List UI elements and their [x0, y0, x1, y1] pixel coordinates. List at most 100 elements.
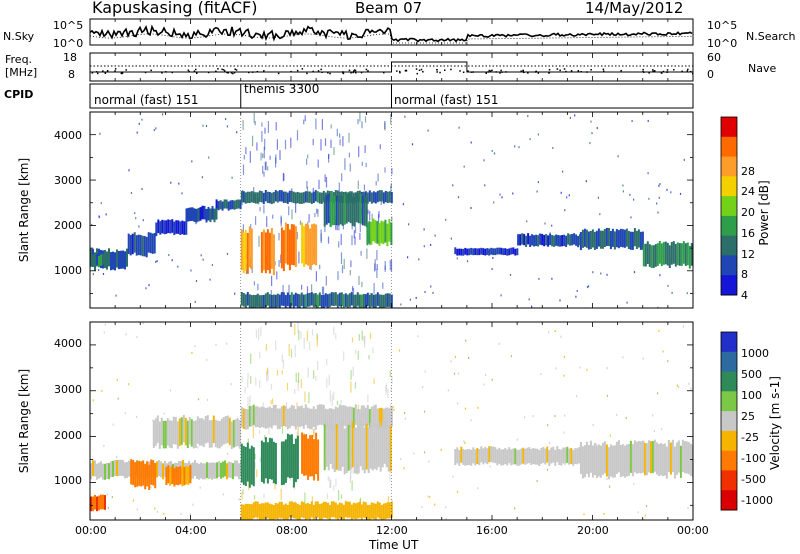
freq-dot [686, 70, 689, 72]
velocity-band-0 [202, 463, 204, 480]
power-band-10 [266, 191, 269, 203]
power-band-5 [98, 256, 100, 268]
velocity-band-4 [198, 418, 201, 446]
power-speckle [338, 182, 340, 194]
power-band-3 [207, 206, 210, 221]
freq-dot [320, 68, 322, 71]
velocity-band-12 [562, 447, 565, 464]
power-speckle [360, 250, 362, 256]
velocity-band-2 [130, 459, 133, 485]
noise-right-tick-high: 10^5 [707, 19, 738, 32]
velocity-band-10 [327, 424, 330, 471]
power-band-13 [320, 294, 323, 308]
power-band-10 [268, 192, 271, 204]
velocity-speckle [304, 391, 306, 403]
velocity-band-2 [144, 464, 147, 490]
power-speckle [306, 286, 309, 296]
velocity-band-1 [104, 495, 106, 510]
power-band-13 [370, 293, 373, 307]
power-speckle [352, 288, 355, 296]
velocity-band-13 [609, 444, 612, 477]
power-speckle [242, 164, 245, 176]
freq-dot [491, 69, 493, 72]
power-speckle [298, 251, 300, 264]
power-speckle [280, 254, 282, 264]
velocity-band-7 [288, 434, 291, 479]
power-speckle [586, 286, 589, 289]
power-colorbar-cell [721, 215, 737, 237]
velocity-speckle [389, 469, 391, 482]
velocity-band-11 [350, 504, 353, 520]
velocity-colorbar-cell [721, 470, 737, 491]
power-speckle [102, 273, 105, 275]
vel-cb-tick-neg25: -25 [741, 431, 759, 444]
power-band-9 [305, 223, 308, 265]
power-band-14 [516, 248, 519, 256]
power-speckle [304, 115, 306, 122]
velocity-speckle [457, 372, 459, 375]
velocity-band-9 [272, 404, 275, 426]
power-colorbar-title: Power [dB] [757, 180, 771, 246]
cpid-mode-2: themis 3300 [244, 82, 320, 96]
velocity-band-11 [384, 503, 387, 519]
velocity-speckle [352, 366, 354, 377]
power-speckle [679, 192, 682, 195]
velocity-speckle [477, 406, 479, 409]
velocity-band-0 [216, 462, 218, 479]
freq-dot [537, 72, 540, 74]
velocity-band-9 [270, 407, 273, 429]
velocity-band-11 [366, 504, 369, 520]
velocity-band-9 [256, 406, 259, 427]
velocity-band-3 [181, 468, 184, 487]
velocity-speckle [250, 375, 252, 384]
freq-tick-low: 8 [68, 68, 75, 81]
velocity-band-7 [282, 441, 285, 485]
freq-dot [487, 71, 489, 73]
velocity-speckle [338, 490, 340, 501]
power-speckle [375, 181, 377, 186]
velocity-band-8 [309, 435, 312, 477]
velocity-band-12 [480, 446, 483, 463]
velocity-band-10 [329, 418, 332, 464]
velocity-band-11 [362, 501, 365, 518]
velocity-band-2 [138, 460, 141, 486]
power-speckle [544, 222, 546, 225]
freq-dot [321, 71, 323, 73]
power-band-14 [498, 247, 501, 255]
freq-dot [290, 70, 292, 73]
velocity-band-12 [538, 450, 541, 466]
power-band-14 [510, 247, 513, 255]
velocity-band-4 [218, 420, 221, 449]
velocity-speckle [297, 425, 299, 438]
velocity-speckle [554, 330, 556, 332]
velocity-band-10 [357, 427, 360, 474]
velocity-band-9 [330, 408, 333, 430]
velocity-band-4 [180, 417, 183, 445]
power-speckle [259, 207, 261, 212]
velocity-speckle [268, 426, 270, 435]
power-speckle [148, 284, 150, 287]
velocity-speckle [364, 336, 366, 348]
velocity-band-12 [522, 447, 525, 464]
power-band-7 [268, 232, 271, 274]
power-speckle [376, 250, 378, 261]
velocity-band-9 [346, 406, 349, 428]
velocity-speckle [350, 467, 352, 480]
power-band-13 [332, 292, 335, 306]
power-band-13 [366, 292, 369, 307]
power-band-13 [288, 294, 291, 308]
power-speckle [253, 112, 255, 123]
velocity-band-9 [268, 406, 271, 428]
power-speckle [371, 213, 373, 226]
velocity-speckle [547, 424, 549, 427]
power-speckle [320, 233, 322, 244]
power-speckle [337, 271, 339, 281]
power-speckle [242, 224, 244, 235]
power-speckle [177, 265, 179, 268]
velocity-band-12 [516, 449, 519, 466]
power-band-17 [688, 245, 691, 269]
power-band-14 [508, 248, 511, 256]
time-tick-4: 16:00 [476, 524, 508, 537]
power-speckle [551, 224, 553, 227]
velocity-band-4 [188, 417, 191, 445]
